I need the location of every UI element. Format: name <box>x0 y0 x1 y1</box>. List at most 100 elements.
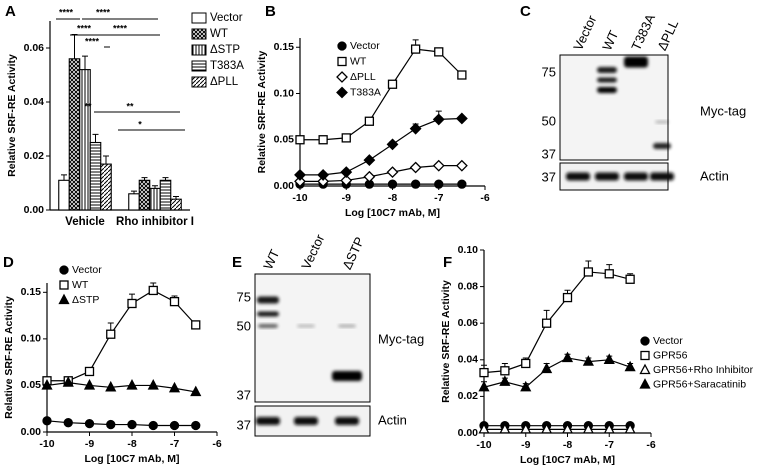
data-point <box>386 138 399 151</box>
data-point <box>387 79 398 89</box>
y-axis-label: Relative SRF-RE Activity <box>6 54 18 177</box>
y-tick-label: 0.10 <box>21 333 42 345</box>
data-point <box>63 418 73 428</box>
significance-label: **** <box>85 36 100 46</box>
lane-label: ΔSTP <box>339 235 367 272</box>
data-point <box>562 292 573 303</box>
bar <box>100 163 112 211</box>
y-tick-label: 0.06 <box>24 42 45 54</box>
mw-marker: 75 <box>237 289 251 304</box>
lane-label: Vector <box>298 231 327 271</box>
y-tick-label: 0.05 <box>274 134 295 146</box>
error-bar <box>61 174 67 181</box>
data-point <box>340 174 353 187</box>
data-point <box>341 133 351 143</box>
y-tick-label: 0.02 <box>24 150 45 162</box>
lane-label: Vector <box>570 12 599 52</box>
mw-marker: 37 <box>237 387 251 402</box>
x-tick-label: -8 <box>127 438 136 450</box>
data-point <box>479 367 489 378</box>
significance-label: **** <box>113 23 128 33</box>
x-tick-label: -6 <box>646 439 655 451</box>
mw-marker: 37 <box>237 417 251 432</box>
data-point <box>541 422 553 434</box>
band <box>597 67 617 73</box>
legend-label: Vector <box>350 40 380 52</box>
data-point <box>583 267 594 277</box>
y-tick-label: 0.04 <box>24 96 45 108</box>
data-point <box>84 366 95 377</box>
legend-label: WT <box>210 28 228 40</box>
data-point <box>83 379 96 390</box>
legend-swatch <box>191 44 207 56</box>
data-point <box>126 379 138 390</box>
legend-marker <box>639 363 651 375</box>
data-point <box>190 385 202 397</box>
lane-label: WT <box>260 247 282 272</box>
legend-swatch <box>191 76 207 88</box>
x-axis-label: Log [10C7 mAb, M] <box>345 207 440 219</box>
mw-marker: 50 <box>542 113 556 128</box>
data-point <box>624 422 636 434</box>
legend-marker <box>337 41 347 51</box>
legend-label: ΔSTP <box>210 44 240 56</box>
legend-label: Vector <box>653 335 683 347</box>
error-bar <box>152 185 158 189</box>
x-tick-label: -7 <box>605 439 614 451</box>
bar <box>89 141 102 211</box>
data-point <box>604 269 614 279</box>
series-line <box>300 48 463 141</box>
error-bar <box>162 177 169 181</box>
blot-frame <box>254 273 371 403</box>
data-point <box>106 419 116 430</box>
x-tick-label: -8 <box>563 439 572 451</box>
y-axis-label: Relative SRF-RE Activity <box>256 50 268 173</box>
band <box>297 324 315 328</box>
data-point <box>624 360 636 372</box>
legend-swatch <box>191 12 207 24</box>
panel-label: B <box>265 3 276 20</box>
data-point <box>62 376 74 387</box>
data-point <box>387 179 398 189</box>
error-bar <box>71 34 78 59</box>
y-tick-label: 0.05 <box>21 379 42 391</box>
band <box>597 87 617 93</box>
data-point <box>434 47 444 57</box>
y-tick-label: 0.04 <box>458 354 479 366</box>
data-point <box>148 285 158 296</box>
data-point <box>478 422 490 434</box>
data-point <box>191 320 201 330</box>
data-point <box>521 358 531 369</box>
data-point <box>84 418 95 429</box>
bar <box>149 187 161 211</box>
legend-swatch <box>191 60 207 72</box>
data-point <box>168 381 181 393</box>
legend-marker <box>337 56 347 67</box>
significance-label: **** <box>59 7 74 17</box>
band <box>335 417 359 425</box>
data-point <box>294 175 306 188</box>
bar <box>79 69 91 211</box>
x-tick-label: -6 <box>212 438 221 450</box>
data-point <box>561 351 574 363</box>
band <box>566 172 590 181</box>
legend-label: WT <box>72 279 89 291</box>
legend-marker <box>640 336 650 346</box>
band <box>294 417 318 425</box>
x-tick-label: -9 <box>85 438 94 450</box>
x-tick-label: -8 <box>388 192 397 204</box>
x-tick-label: Rho inhibitor I <box>116 216 194 228</box>
data-point <box>294 168 306 181</box>
data-point <box>295 135 305 145</box>
x-tick-label: Vehicle <box>65 216 105 228</box>
error-bar <box>141 177 148 181</box>
data-point <box>520 422 532 434</box>
significance-label: * <box>138 119 142 129</box>
data-point <box>410 179 421 189</box>
mw-marker: 75 <box>542 64 556 79</box>
x-tick-label: -9 <box>342 192 351 204</box>
mw-marker: 37 <box>542 169 556 184</box>
significance-label: ** <box>84 101 92 111</box>
blot-label: Actin <box>700 168 729 183</box>
legend-marker <box>640 350 650 361</box>
